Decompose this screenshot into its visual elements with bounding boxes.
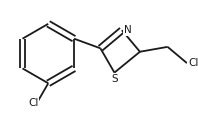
- Text: Cl: Cl: [189, 58, 198, 68]
- Text: N: N: [124, 25, 131, 35]
- Text: Cl: Cl: [28, 98, 38, 108]
- Text: S: S: [111, 74, 118, 84]
